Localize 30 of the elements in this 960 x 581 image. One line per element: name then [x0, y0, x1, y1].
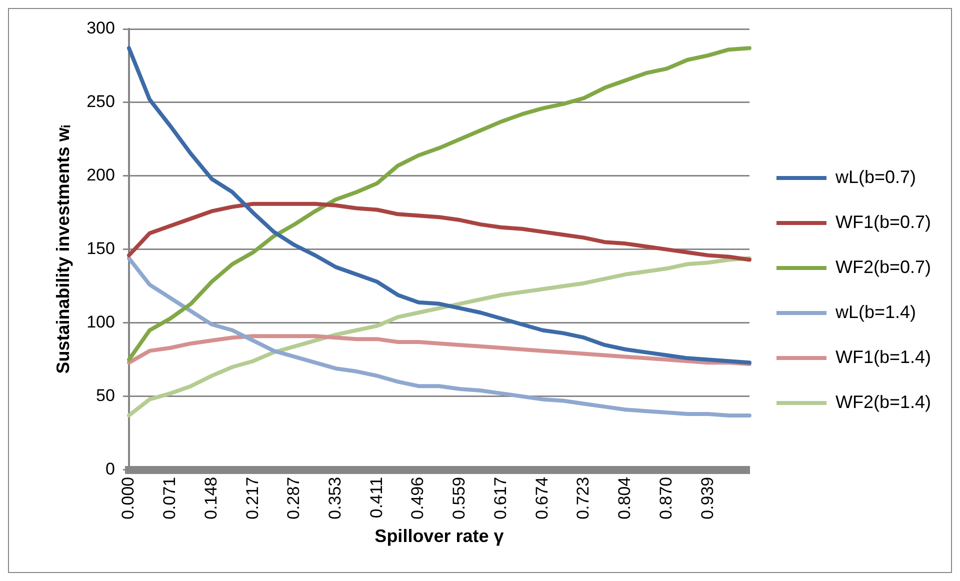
legend-label: WF2(b=0.7)	[835, 256, 932, 277]
legend-label: wL(b=1.4)	[834, 302, 916, 322]
y-tick-label: 200	[86, 166, 115, 185]
x-axis-title: Spillover rate γ	[374, 526, 504, 546]
y-tick-label: 0	[105, 460, 115, 479]
legend-label: wL(b=0.7)	[834, 166, 916, 187]
x-tick-label: 0.287	[284, 476, 304, 520]
x-tick-label: 0.411	[366, 476, 386, 518]
x-tick-label: 0.723	[574, 476, 593, 520]
x-tick-label: 0.071	[160, 476, 180, 520]
y-axis-title: Sustainability investments wᵢ	[52, 124, 73, 374]
x-tick-label: 0.353	[325, 476, 344, 520]
x-tick-label: 0.870	[656, 476, 676, 520]
y-tick-label: 250	[86, 92, 115, 112]
x-tick-label: 0.148	[201, 476, 220, 520]
x-tick-label: 0.496	[408, 476, 428, 520]
x-tick-label: 0.217	[242, 476, 262, 520]
y-tick-label: 300	[86, 18, 115, 38]
x-tick-label: 0.617	[490, 476, 510, 520]
y-tick-label: 50	[96, 386, 115, 406]
y-tick-label: 150	[86, 239, 115, 258]
x-tick-label: 0.939	[698, 476, 717, 520]
y-tick-label: 100	[86, 312, 115, 332]
x-tick-label: 0.559	[450, 476, 469, 520]
legend-label: WF1(b=1.4)	[835, 346, 932, 367]
x-tick-label: 0.674	[532, 476, 552, 520]
x-tick-label: 0.000	[118, 476, 138, 520]
legend-label: WF2(b=1.4)	[835, 392, 932, 412]
x-tick-label: 0.804	[615, 476, 634, 520]
legend-label: WF1(b=0.7)	[835, 212, 932, 232]
